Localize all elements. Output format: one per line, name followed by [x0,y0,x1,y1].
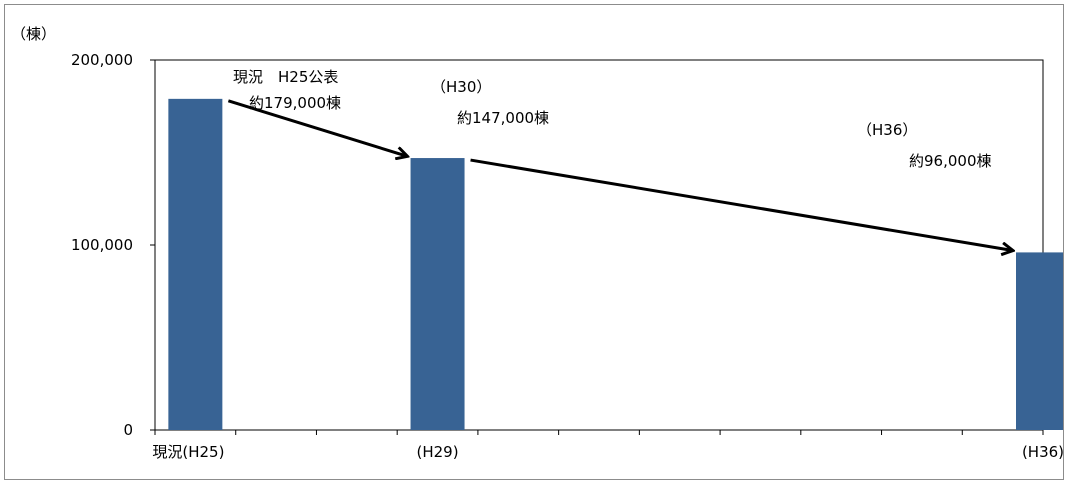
annotation-label: （H36） [857,121,917,139]
plot-area [154,59,1044,431]
y-axis-title: （棟） [11,25,56,43]
bar [410,158,465,431]
x-tick-label: (H36) [1022,443,1063,461]
y-tick-label: 200,000 [71,51,133,69]
bar-chart: （棟） 0 100,000 200,000 現況(H25) (H29) (H36) 現況 H… [11,25,1063,461]
annotation-label: 約179,000棟 [249,94,341,112]
chart-frame: （棟） 0 100,000 200,000 現況(H25) (H29) (H36) 現況 H… [4,4,1064,480]
x-tick-label: 現況(H25) [152,443,224,461]
annotation-label: 約96,000棟 [909,152,992,170]
annotation-label: （H30） [431,78,491,96]
y-tick-label: 100,000 [71,236,133,254]
trend-arrow [470,158,1012,250]
bar [1016,252,1063,430]
bar [168,98,223,430]
x-tick-label: (H29) [417,443,459,461]
y-tick-label: 0 [123,421,133,439]
annotation-label: 約147,000棟 [457,109,549,127]
annotation-label: 現況 H25公表 [233,68,338,86]
trend-arrow [227,99,406,156]
